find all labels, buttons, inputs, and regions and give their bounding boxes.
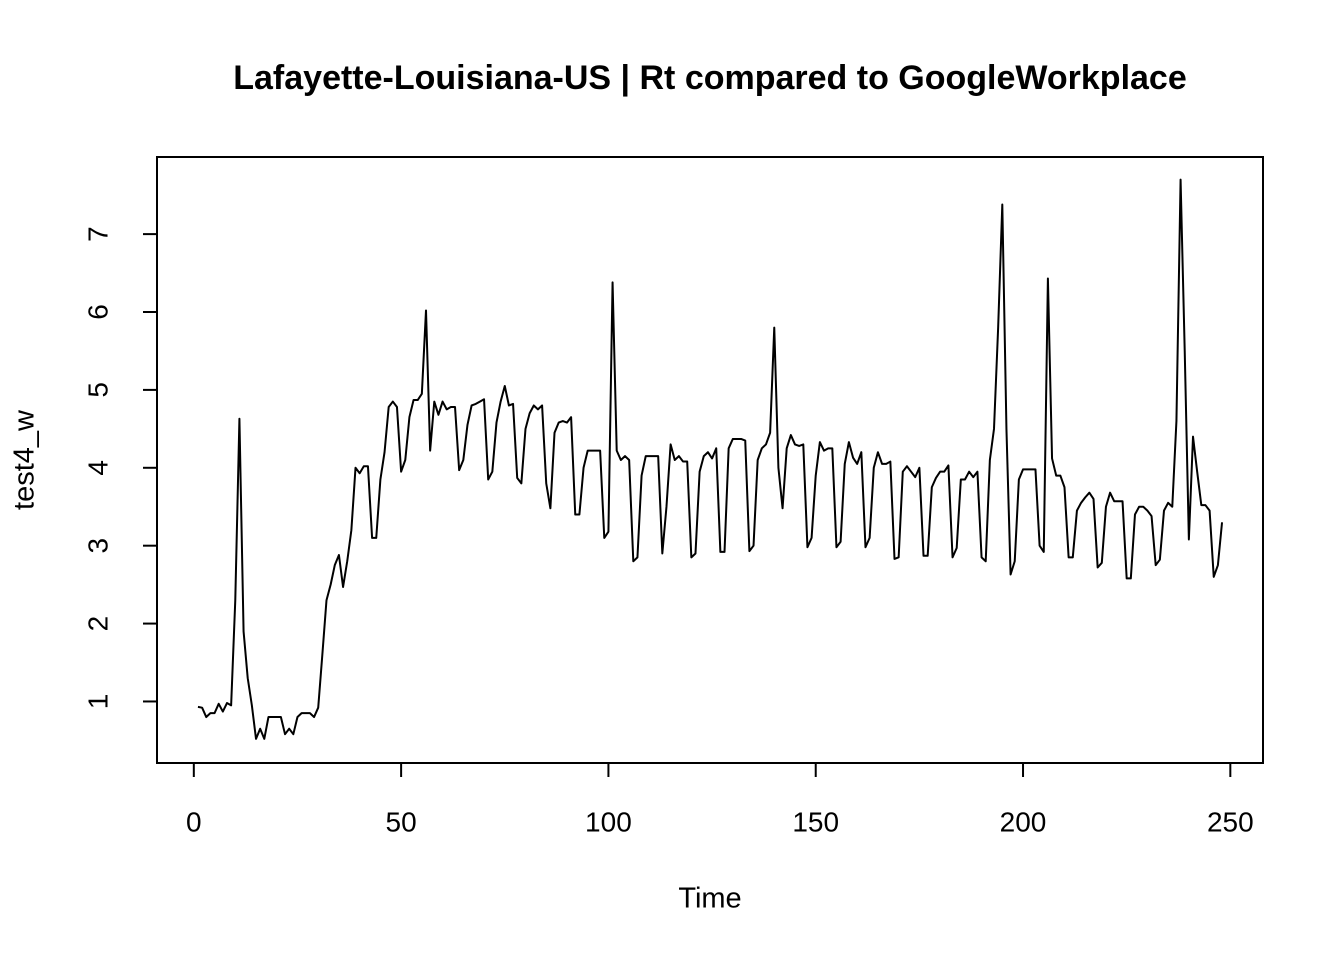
y-tick-label: 2 xyxy=(82,616,113,632)
x-tick-label: 200 xyxy=(1000,806,1047,837)
x-tick-label: 100 xyxy=(585,806,632,837)
x-axis-label: Time xyxy=(678,883,741,915)
x-tick-label: 250 xyxy=(1207,806,1254,837)
y-tick-label: 1 xyxy=(82,694,113,710)
y-tick-label: 7 xyxy=(82,226,113,242)
x-tick-label: 0 xyxy=(186,806,202,837)
chart-title: Lafayette-Louisiana-US | Rt compared to … xyxy=(233,59,1187,97)
y-axis-label: test4_w xyxy=(9,409,41,510)
x-tick-label: 150 xyxy=(792,806,839,837)
y-tick-label: 5 xyxy=(82,382,113,398)
x-tick-label: 50 xyxy=(386,806,417,837)
y-tick-label: 3 xyxy=(82,538,113,554)
plot-frame xyxy=(156,156,1264,764)
y-tick-label: 6 xyxy=(82,304,113,320)
series-line xyxy=(197,178,1224,740)
y-tick-label: 4 xyxy=(82,460,113,476)
